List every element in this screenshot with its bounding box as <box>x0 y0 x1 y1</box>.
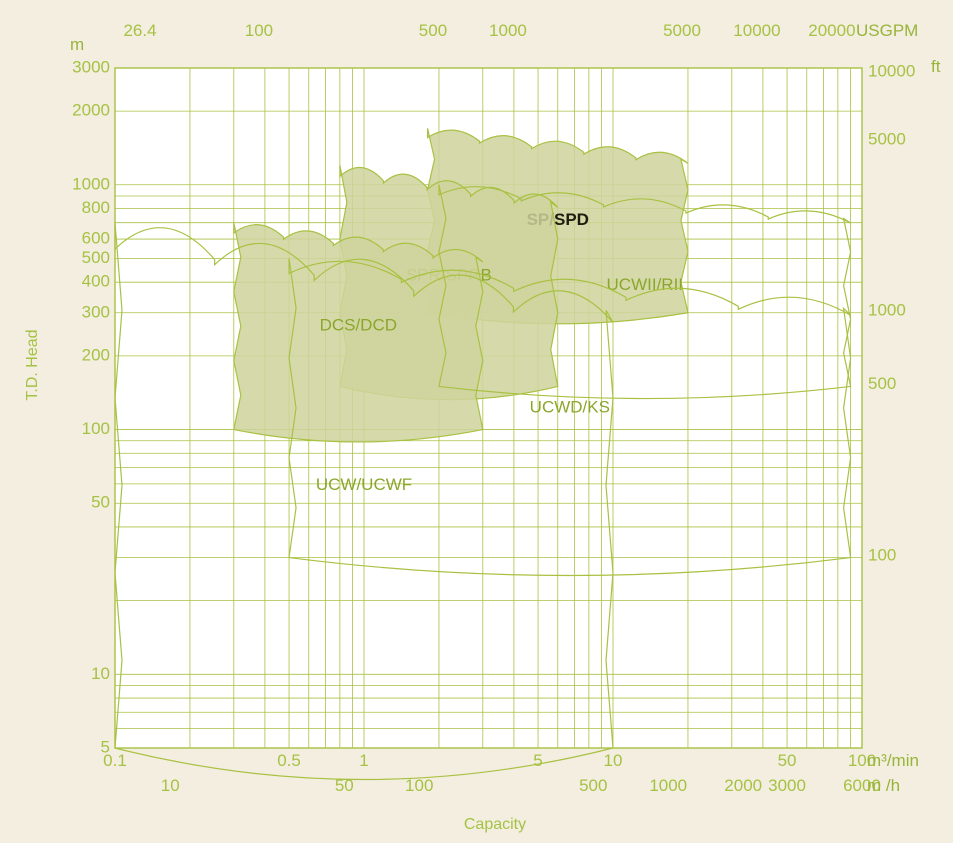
region-label: UCWD/KS <box>530 397 610 416</box>
x-tick-primary: 50 <box>778 751 797 770</box>
x-tick-secondary: 6000 <box>843 776 881 795</box>
x-axis-title: Capacity <box>464 816 526 833</box>
left-axis-unit: m <box>70 35 84 54</box>
y-tick-right: 5000 <box>868 129 906 148</box>
region-outline <box>438 184 852 400</box>
secondary-x-unit: m /h <box>867 776 900 795</box>
plot-frame <box>114 67 863 749</box>
x-tick-secondary: 500 <box>579 776 607 795</box>
x-tick-top: 500 <box>419 21 447 40</box>
x-tick-primary: 5 <box>533 751 542 770</box>
y-tick-left: 400 <box>82 272 110 291</box>
x-tick-primary: 1 <box>359 751 368 770</box>
x-tick-secondary: 100 <box>405 776 433 795</box>
y-tick-right: 10000 <box>868 61 915 80</box>
x-tick-primary: 10 <box>604 751 623 770</box>
y-axis-title: T.D. Head <box>24 329 41 400</box>
x-tick-secondary: 3000 <box>768 776 806 795</box>
y-tick-left: 800 <box>82 198 110 217</box>
x-tick-primary: 0.1 <box>103 751 127 770</box>
x-tick-top: 100 <box>245 21 273 40</box>
x-tick-secondary: 10 <box>161 776 180 795</box>
y-tick-left: 100 <box>82 419 110 438</box>
region-outline <box>233 222 484 443</box>
x-tick-primary: 0.5 <box>277 751 301 770</box>
region-outline <box>114 222 614 781</box>
y-tick-left: 2000 <box>72 101 110 120</box>
y-tick-left: 1000 <box>72 174 110 193</box>
y-tick-right: 500 <box>868 374 896 393</box>
x-tick-secondary: 50 <box>335 776 354 795</box>
y-tick-right: 100 <box>868 545 896 564</box>
y-tick-left: 10 <box>91 664 110 683</box>
y-tick-left: 3000 <box>72 57 110 76</box>
primary-x-unit: m³/min <box>867 751 919 770</box>
y-tick-left: 5 <box>101 737 110 756</box>
x-tick-top: 5000 <box>663 21 701 40</box>
regions: SP/SPDSPR/SPRBDCS/DCDUCWII/RIIUCWD/KSUCW… <box>114 128 852 781</box>
region-label: DCS/DCD <box>320 316 397 335</box>
x-tick-top: 26.4 <box>123 21 156 40</box>
region-outline <box>288 258 852 577</box>
x-tick-primary: 100 <box>848 751 876 770</box>
region-label: UCWII/RII <box>607 275 684 294</box>
y-tick-left: 300 <box>82 302 110 321</box>
top-axis-unit: USGPM <box>856 21 918 40</box>
y-tick-left: 200 <box>82 345 110 364</box>
y-tick-right: 1000 <box>868 301 906 320</box>
x-tick-secondary: 1000 <box>649 776 687 795</box>
region-label: UCW/UCWF <box>316 475 412 494</box>
y-tick-left: 500 <box>82 248 110 267</box>
y-tick-left: 600 <box>82 229 110 248</box>
ticks: 0.1 0.5 1 5 10 50 100 10 50 100 500 1000 2000 3000 600… <box>72 21 915 795</box>
x-tick-top: 10000 <box>733 21 780 40</box>
x-tick-top: 1000 <box>489 21 527 40</box>
right-axis-unit: ft <box>931 57 941 76</box>
x-tick-top: 20000 <box>808 21 855 40</box>
y-tick-left: 50 <box>91 493 110 512</box>
x-tick-secondary: 2000 <box>724 776 762 795</box>
